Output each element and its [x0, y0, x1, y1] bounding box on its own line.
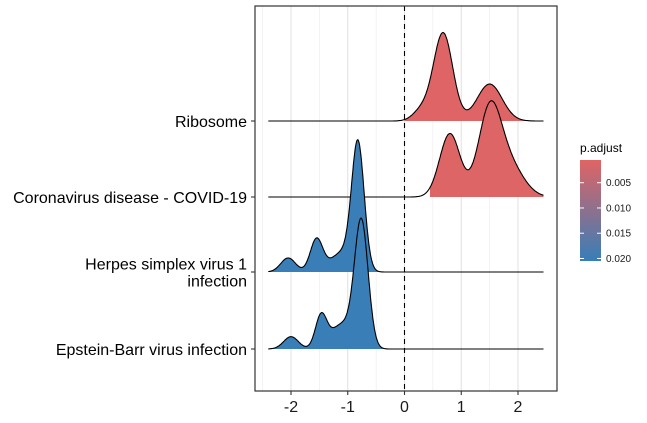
- y-tick-label: Epstein-Barr virus infection: [56, 342, 247, 359]
- y-tick-label: Ribosome: [175, 114, 247, 131]
- panel-border: [254, 5, 558, 392]
- ridge-1: [268, 100, 544, 198]
- legend-title: p.adjust: [580, 141, 623, 155]
- ridge-fill: [268, 218, 391, 349]
- x-tick-label: -2: [284, 399, 298, 416]
- x-tick-label: 1: [457, 399, 466, 416]
- ridges: [268, 31, 544, 350]
- legend-colorbar: [580, 160, 601, 261]
- legend-label: 0.015: [606, 229, 631, 240]
- y-tick-label: Herpes simplex virus 1 infection: [85, 257, 247, 291]
- grid-lines: [262, 6, 519, 391]
- x-tick-label: 0: [400, 399, 409, 416]
- ridge-0: [268, 31, 544, 122]
- x-tick-label: -1: [341, 399, 355, 416]
- y-axis: Ribosome Coronavirus disease - COVID-19 He…: [13, 114, 255, 359]
- panel-background: [255, 6, 557, 391]
- legend-label: 0.005: [606, 178, 631, 189]
- ridge-outline: [268, 100, 544, 198]
- ridge-outline: [268, 139, 544, 273]
- x-axis: -2 -1 0 1 2: [284, 391, 523, 416]
- ridge-3: [268, 217, 544, 350]
- legend-label: 0.010: [606, 203, 631, 214]
- ridge-fill: [430, 100, 544, 197]
- ridge-outline: [268, 31, 544, 122]
- ridge-fill: [404, 32, 544, 121]
- y-tick-label: Coronavirus disease - COVID-19: [13, 190, 247, 207]
- legend: p.adjust 0.005 0.010 0.015 0.020: [580, 141, 631, 265]
- ridge-outline: [268, 217, 544, 350]
- legend-label: 0.020: [606, 254, 631, 265]
- x-tick-label: 2: [514, 399, 523, 416]
